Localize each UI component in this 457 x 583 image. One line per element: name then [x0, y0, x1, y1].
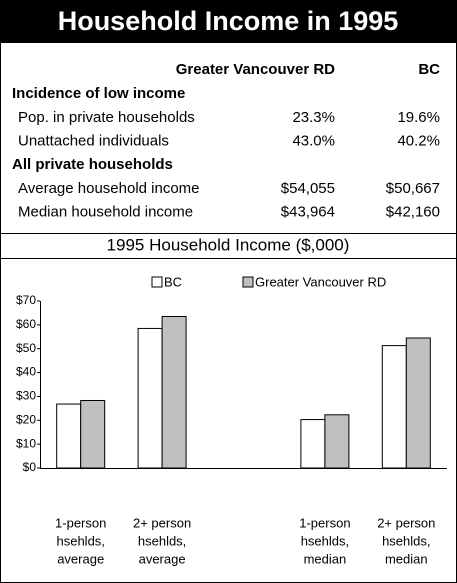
bar: [56, 403, 82, 469]
legend-swatch: [151, 276, 163, 288]
bar: [161, 316, 187, 469]
y-tick-label: $40: [16, 365, 36, 379]
bar: [80, 399, 106, 469]
y-tick-label: $30: [16, 389, 36, 403]
section-title: Incidence of low income: [12, 85, 185, 102]
x-tick-label: 2+ person: [133, 515, 191, 530]
legend-label: BC: [164, 274, 182, 289]
bar: [405, 337, 431, 469]
x-tick-label: 1-person: [299, 515, 350, 530]
row-label: Average household income: [18, 180, 200, 197]
x-tick-label: median: [304, 551, 347, 566]
cell: 43.0%: [292, 132, 335, 149]
x-tick-label: hsehlds,: [138, 533, 186, 548]
cell: 19.6%: [397, 109, 440, 126]
y-tick-label: $20: [16, 412, 36, 426]
row-label: Median household income: [18, 203, 193, 220]
y-tick-label: $60: [16, 317, 36, 331]
x-tick-label: average: [57, 551, 104, 566]
legend-label: Greater Vancouver RD: [255, 274, 386, 289]
cell: 23.3%: [292, 109, 335, 126]
x-tick-label: hsehlds,: [301, 533, 349, 548]
y-tick-label: $10: [16, 436, 36, 450]
section-title: All private households: [12, 156, 173, 173]
bar: [137, 327, 163, 469]
cell: $42,160: [386, 203, 440, 220]
row-label: Pop. in private households: [18, 109, 195, 126]
bar: [300, 419, 326, 469]
y-tick-label: $70: [16, 293, 36, 307]
x-tick-label: median: [385, 551, 428, 566]
cell: $54,055: [281, 180, 335, 197]
cell: 40.2%: [397, 132, 440, 149]
bar: [324, 414, 350, 469]
column-header: BC: [418, 61, 440, 78]
x-tick-label: 2+ person: [377, 515, 435, 530]
column-header: Greater Vancouver RD: [176, 61, 335, 78]
x-tick-label: 1-person: [55, 515, 106, 530]
bar: [381, 345, 407, 469]
x-tick-label: hsehlds,: [56, 533, 104, 548]
legend-swatch: [242, 276, 254, 288]
row-label: Unattached individuals: [18, 132, 169, 149]
x-tick-label: average: [139, 551, 186, 566]
cell: $50,667: [386, 180, 440, 197]
x-tick-label: hsehlds,: [382, 533, 430, 548]
y-tick-label: $0: [23, 460, 37, 474]
y-tick-label: $50: [16, 341, 36, 355]
page-title: Household Income in 1995: [58, 6, 399, 36]
title-bar: [0, 0, 457, 43]
chart-title: 1995 Household Income ($,000): [107, 235, 350, 254]
cell: $43,964: [281, 203, 335, 220]
